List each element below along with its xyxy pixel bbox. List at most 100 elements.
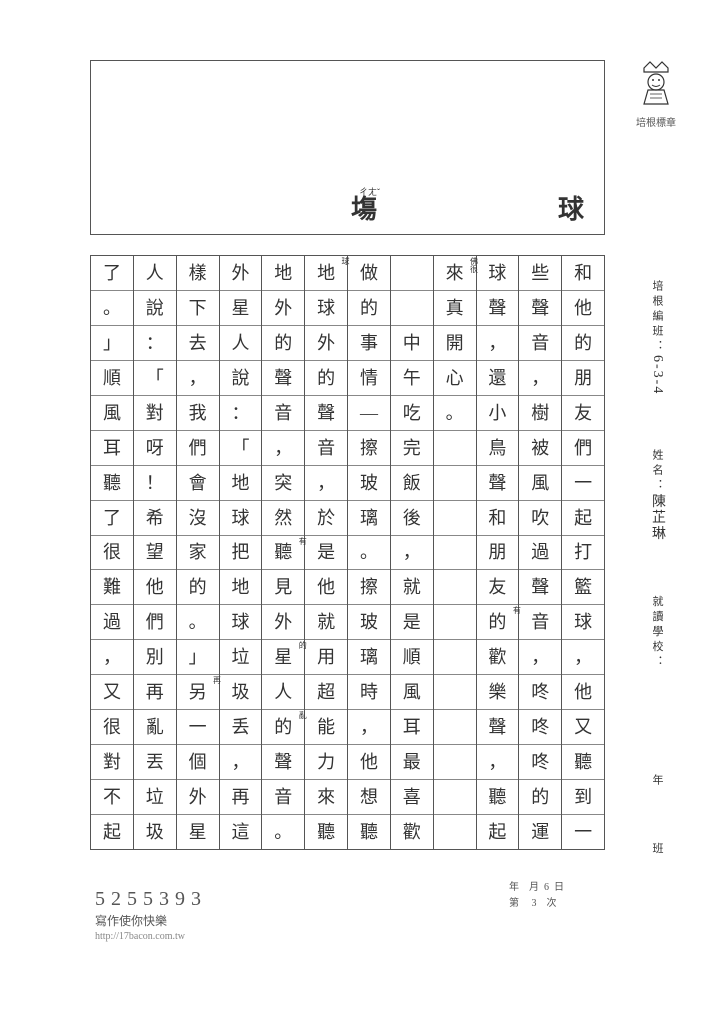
grid-cell: 和	[562, 256, 604, 291]
grid-cell: 對	[91, 745, 133, 780]
grid-cell: ，	[391, 536, 433, 571]
date-day-val: 6	[544, 882, 549, 893]
footer-date: 年 月 6 日 第 3 次	[509, 880, 564, 912]
grid-cell: 去	[177, 326, 219, 361]
seq-val: 3	[532, 898, 537, 909]
grid-cell: 人	[262, 675, 304, 710]
grid-cell: 風	[91, 396, 133, 431]
grid-cell: 見	[262, 570, 304, 605]
grid-cell	[434, 675, 476, 710]
grid-cell: 地球	[305, 256, 347, 291]
grid-cell: 外	[262, 605, 304, 640]
title-box: 球 ㄔㄤˇ 塲	[90, 60, 605, 235]
grid-cell: 「	[134, 361, 176, 396]
grid-cell: 地	[262, 256, 304, 291]
grid-cell: 順	[391, 640, 433, 675]
grid-cell: 他	[305, 570, 347, 605]
grid-cell	[434, 745, 476, 780]
grid-cell: 然	[262, 501, 304, 536]
group-label: 班	[651, 842, 663, 857]
grid-cell: 球	[220, 605, 262, 640]
grid-cell: 歡	[391, 815, 433, 849]
title-char-1: 球	[558, 189, 584, 226]
grid-cell: 。	[177, 605, 219, 640]
grid-cell: ，	[477, 745, 519, 780]
name-label: 姓名：	[651, 449, 663, 494]
grid-cell: 很	[91, 710, 133, 745]
grid-cell: 們	[562, 431, 604, 466]
grid-cell: 的	[562, 326, 604, 361]
grid-cell: 地	[220, 466, 262, 501]
grid-cell: 說	[134, 291, 176, 326]
grid-cell: 聲	[262, 361, 304, 396]
grid-cell: 樣	[177, 256, 219, 291]
grid-column: 來佛很真開心。	[433, 256, 476, 849]
grid-cell: 璃	[348, 501, 390, 536]
grid-cell: 聲	[477, 466, 519, 501]
grid-cell: 圾	[220, 675, 262, 710]
grid-cell: 來	[305, 780, 347, 815]
grid-column: 做的事情—擦玻璃。擦玻璃時，他想聽	[347, 256, 390, 849]
grid-cell: 真	[434, 291, 476, 326]
grid-cell: 把	[220, 536, 262, 571]
grid-cell: 們	[177, 431, 219, 466]
grid-cell: 圾	[134, 815, 176, 849]
grid-cell: 擦	[348, 570, 390, 605]
grid-cell: 另再	[177, 675, 219, 710]
grid-cell: 星的	[262, 640, 304, 675]
grid-cell: 的	[519, 780, 561, 815]
grid-cell: ，	[220, 745, 262, 780]
grid-cell: 。	[262, 815, 304, 849]
grid-cell: 一	[177, 710, 219, 745]
grid-cell: 他	[348, 745, 390, 780]
grid-cell: 朋	[477, 536, 519, 571]
grid-cell	[434, 815, 476, 849]
grid-cell: 起	[477, 815, 519, 849]
grid-cell: 我	[177, 396, 219, 431]
grid-cell: 。	[434, 396, 476, 431]
grid-column: 外星人說：「地球把地球垃圾丢，再這	[219, 256, 262, 849]
grid-cell: 一	[562, 815, 604, 849]
grid-cell: 很	[91, 536, 133, 571]
grid-cell: 過	[91, 605, 133, 640]
grid-cell: 情	[348, 361, 390, 396]
grid-cell: 時	[348, 675, 390, 710]
grid-cell: ，	[177, 361, 219, 396]
grid-cell: 聲	[519, 570, 561, 605]
grid-cell: ：	[220, 396, 262, 431]
grid-cell: ，	[305, 466, 347, 501]
grid-cell: 聽	[562, 745, 604, 780]
grid-cell: 做	[348, 256, 390, 291]
date-year: 年	[509, 882, 519, 893]
grid-cell: 家	[177, 536, 219, 571]
grid-cell: 來佛很	[434, 256, 476, 291]
grid-cell: 球	[220, 501, 262, 536]
grid-cell	[391, 256, 433, 291]
grid-cell: 聽	[477, 780, 519, 815]
grid-cell: 用	[305, 640, 347, 675]
grid-cell: 望	[134, 536, 176, 571]
grid-cell: 飯	[391, 466, 433, 501]
grid-cell: 擦	[348, 431, 390, 466]
grid-cell: 再	[134, 675, 176, 710]
grid-cell: 外	[305, 326, 347, 361]
grid-cell	[434, 710, 476, 745]
grid-cell: 開	[434, 326, 476, 361]
grid-cell: 外	[177, 780, 219, 815]
grid-cell: 音	[519, 326, 561, 361]
grid-cell: ，	[519, 640, 561, 675]
seq-label: 第	[509, 898, 519, 909]
grid-cell: 完	[391, 431, 433, 466]
grid-cell: 被	[519, 431, 561, 466]
grid-column: 球聲，還小鳥聲和朋友的有歡樂聲，聽起	[476, 256, 519, 849]
grid-cell: 就	[391, 570, 433, 605]
grid-cell	[434, 431, 476, 466]
footer-branding: 5255393 寫作使你快樂 http://17bacon.com.tw	[95, 885, 207, 944]
grid-column: 和他的朋友們一起打籃球，他又聽到一	[561, 256, 604, 849]
grid-cell: 突	[262, 466, 304, 501]
grid-cell: 和	[477, 501, 519, 536]
grid-cell	[434, 466, 476, 501]
grid-cell: 能	[305, 710, 347, 745]
meta-sidebar: 培根編班：6-3-4 姓名：陳芷琳 就讀學校： 年 班	[640, 280, 674, 860]
grid-cell: 他	[562, 291, 604, 326]
